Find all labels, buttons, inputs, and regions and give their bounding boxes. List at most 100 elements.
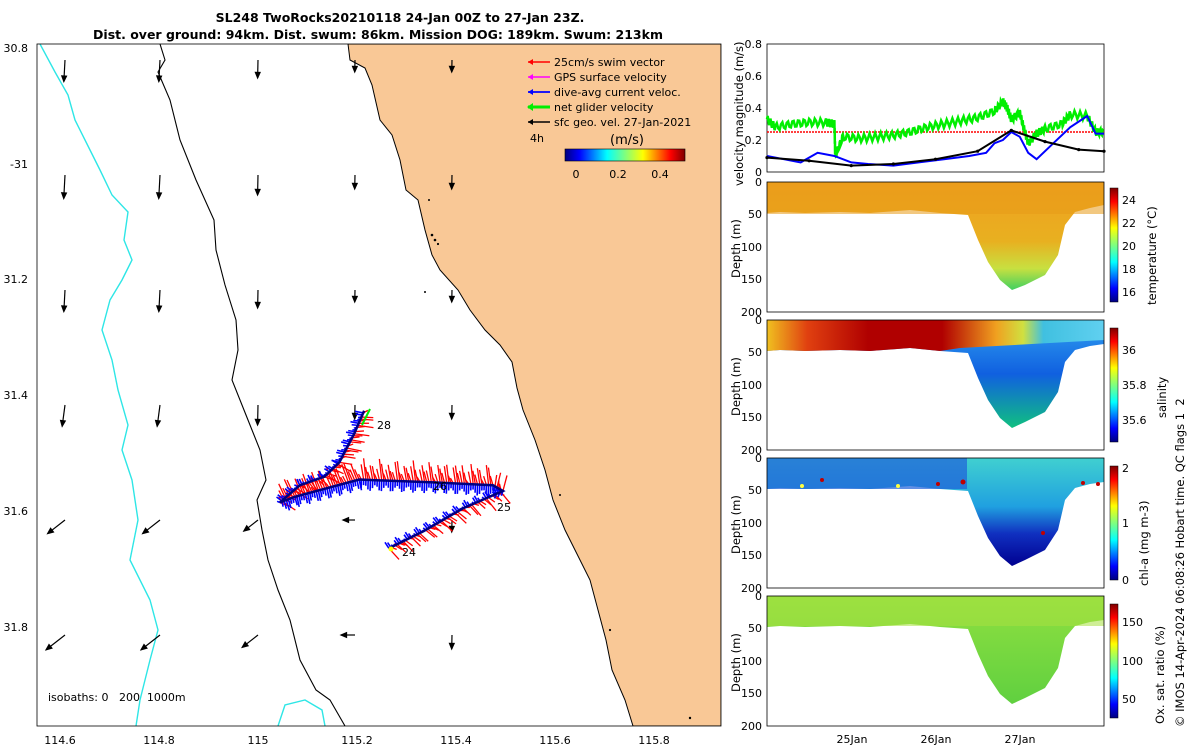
depth-tick: 50 [748,622,762,635]
oxygen-cbar-tick: 100 [1122,655,1143,668]
oxygen-cbar-tick: 150 [1122,616,1143,629]
chla-panel: 0 50 100 150 200 Depth (m) 2 1 0 chl-a (… [729,452,1151,595]
legend-geo-label: sfc geo. vel. 27-Jan-2021 [554,116,691,129]
time-axis: 25Jan 26Jan 27Jan [837,733,1036,746]
oxygen-surface-layer [767,596,1104,626]
chla-y-label: Depth (m) [729,495,743,554]
salinity-panel: 0 50 100 150 200 Depth (m) 36 35.8 35.6 … [729,314,1169,457]
map-x-tick: 114.8 [143,734,175,747]
map-x-axis: 114.6 114.8 115 115.2 115.4 115.6 115.8 [44,734,670,747]
chla-cbar-tick: 1 [1122,517,1129,530]
legend-net-label: net glider velocity [554,101,654,114]
depth-tick: 0 [755,452,762,465]
salinity-y-label: Depth (m) [729,357,743,416]
isobath-note: isobaths: 0 200 1000m [48,691,186,704]
map-panel: 24 25 26 28 114.6 114.8 115 115.2 115.4 … [4,42,722,747]
salinity-cbar-label: salinity [1155,377,1169,418]
swim-vector [344,454,354,455]
map-x-tick: 115.2 [341,734,373,747]
colorbar-tick: 0 [573,168,580,181]
depth-tick: 0 [755,314,762,327]
velocity-geo-point [1010,129,1013,132]
colorbar-title: (m/s) [610,133,644,148]
map-x-tick: 115 [248,734,269,747]
velocity-geo-point [976,150,979,153]
depth-tick: 0 [755,176,762,189]
colorbar-tick: 0.2 [609,168,627,181]
temperature-cbar-label: temperature (°C) [1145,206,1159,305]
salinity-cbar-tick: 35.6 [1122,414,1147,427]
depth-tick: 100 [741,517,762,530]
swim-vector [361,417,373,418]
depth-tick: 100 [741,379,762,392]
day-marker-28: 28 [377,419,391,432]
temperature-colorbar [1110,188,1118,302]
speed-colorbar [565,149,685,161]
depth-tick: 150 [741,687,762,700]
map-y-tick: 31.8 [4,621,29,634]
velocity-geo-point [934,158,937,161]
velocity-y-tick: 0.8 [745,38,763,51]
depth-tick: 150 [741,273,762,286]
oxygen-cbar-tick: 50 [1122,693,1136,706]
velocity-geo-point [1102,150,1105,153]
temperature-mixed-layer [767,182,1104,214]
legend-swim-label: 25cm/s swim vector [554,56,665,69]
velocity-y-tick: 0.4 [745,102,763,115]
map-y-tick: 31.4 [4,389,29,402]
map-y-tick: -31 [10,158,28,171]
temperature-cbar-tick: 24 [1122,194,1136,207]
temperature-panel: 0 50 100 150 200 Depth (m) 24 22 20 18 1… [729,176,1159,319]
salinity-colorbar [1110,328,1118,442]
depth-tick: 150 [741,411,762,424]
legend-gps-label: GPS surface velocity [554,71,667,84]
depth-tick: 50 [748,484,762,497]
map-x-tick: 114.6 [44,734,76,747]
chla-cbar-tick: 2 [1122,462,1129,475]
oxygen-y-label: Depth (m) [729,633,743,692]
day-marker-25: 25 [497,501,511,514]
temperature-y-label: Depth (m) [729,219,743,278]
temperature-cbar-tick: 18 [1122,263,1136,276]
depth-tick: 0 [755,590,762,603]
temperature-cbar-tick: 20 [1122,240,1136,253]
oxygen-cbar-label: Ox. sat. ratio (%) [1153,626,1167,724]
temperature-cbar-tick: 16 [1122,286,1136,299]
velocity-y-tick: 0.6 [745,70,763,83]
chla-colorbar [1110,466,1118,580]
map-x-tick: 115.4 [440,734,472,747]
depth-tick: 50 [748,208,762,221]
velocity-panel: 0 0.2 0.4 0.6 0.8 velocity magnitude (m/… [732,38,1106,186]
depth-tick: 150 [741,549,762,562]
time-tick: 26Jan [921,733,952,746]
day-marker-26: 26 [433,480,447,493]
colorbar-tick: 0.4 [651,168,669,181]
velocity-geo-point [808,159,811,162]
map-y-tick: 30.8 [4,42,29,55]
map-x-tick: 115.6 [539,734,571,747]
map-x-tick: 115.8 [638,734,670,747]
legend-time-label: 4h [530,132,544,145]
velocity-geo-point [1043,140,1046,143]
chla-cbar-tick: 0 [1122,574,1129,587]
figure-title-line2: Dist. over ground: 94km. Dist. swum: 86k… [93,27,663,42]
oxygen-panel: 0 50 100 150 200 Depth (m) 150 100 50 Ox… [729,590,1167,733]
day-marker-24: 24 [402,546,416,559]
legend-dac-label: dive-avg current veloc. [554,86,681,99]
velocity-geo-point [850,164,853,167]
velocity-y-tick: 0.2 [745,134,763,147]
credit-text: © IMOS 14-Apr-2024 06:08:26 Hobart time.… [1173,398,1187,727]
depth-tick: 100 [741,655,762,668]
figure-title-line1: SL248 TwoRocks20210118 24-Jan 00Z to 27-… [216,10,585,25]
depth-tick: 100 [741,241,762,254]
map-y-axis: 30.8 -31 31.2 31.4 31.6 31.8 [4,42,29,634]
depth-tick: 200 [741,720,762,733]
track-start-marker [389,547,394,552]
chla-cbar-label: chl-a (mg m-3) [1137,501,1151,586]
oxygen-colorbar [1110,604,1118,718]
salinity-cbar-tick: 36 [1122,344,1136,357]
temperature-cbar-tick: 22 [1122,217,1136,230]
velocity-geo-point [1077,148,1080,151]
